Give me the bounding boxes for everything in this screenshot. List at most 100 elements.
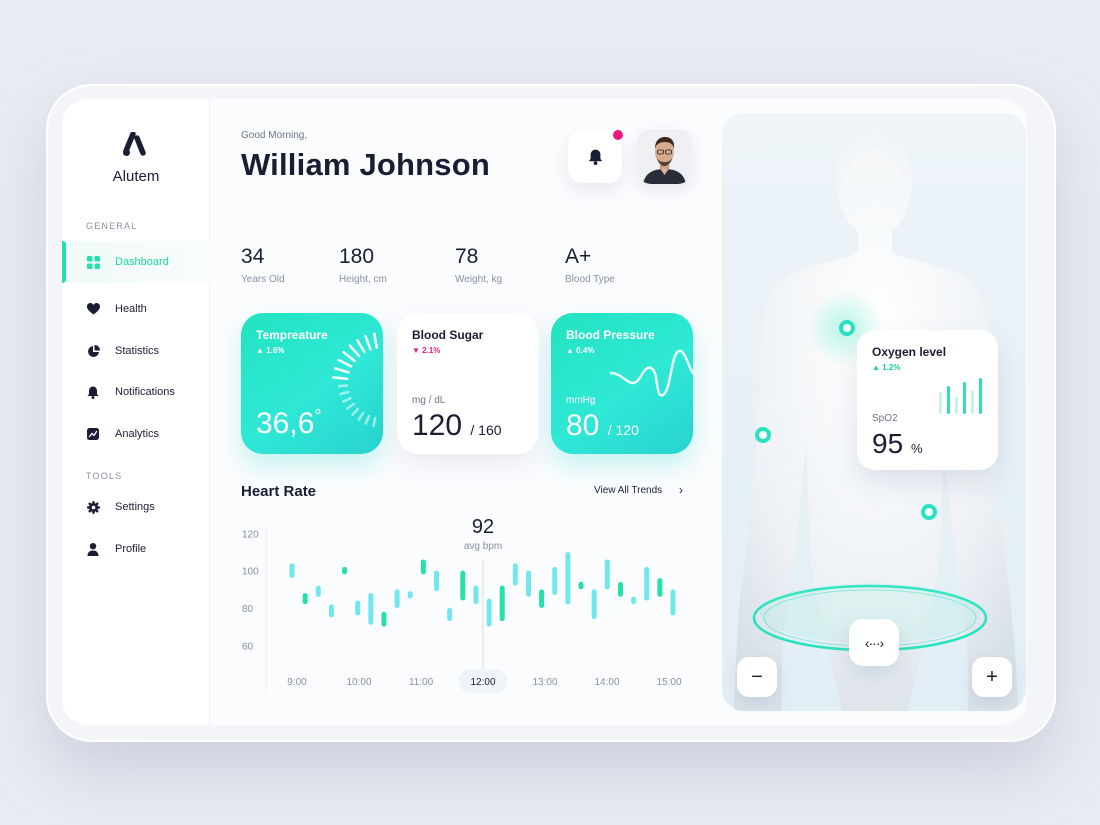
heart-rate-title: Heart Rate <box>241 483 317 500</box>
heart-rate-bar <box>525 570 531 597</box>
sidebar-item-label: Profile <box>115 543 147 555</box>
heart-rate-bar <box>578 581 584 590</box>
gauge-tick <box>372 416 377 428</box>
gauge-tick <box>342 350 356 363</box>
page-title: William Johnson <box>241 147 491 182</box>
card-delta: ▲ 1.2% <box>872 363 900 372</box>
degree-symbol: ° <box>314 406 322 426</box>
notification-dot <box>613 130 623 140</box>
sidebar-item-analytics[interactable]: Analytics <box>62 413 210 455</box>
card-title: Tempreature <box>256 328 328 342</box>
heart-rate-bar <box>368 593 374 625</box>
stat-value: 78 <box>455 245 479 268</box>
card-title: Blood Pressure <box>566 328 655 342</box>
sidebar-item-profile[interactable]: Profile <box>62 528 210 570</box>
view-all-trends-link[interactable]: View All Trends <box>594 485 663 496</box>
temperature-card[interactable]: Tempreature ▲ 1.6% 36,6° <box>241 313 383 454</box>
bell-icon <box>86 385 100 399</box>
pressure-wave <box>609 349 693 397</box>
down-arrow-icon: ▼ <box>412 346 420 355</box>
rotate-model-button[interactable]: ‹···› <box>849 619 899 666</box>
section-label-tools: TOOLS <box>86 471 123 481</box>
card-delta: ▼ 2.1% <box>412 346 440 355</box>
gauge-tick <box>341 396 352 403</box>
oxygen-level-card[interactable]: Oxygen level ▲ 1.2% SpO2 95 % <box>857 330 998 470</box>
temperature-value: 36,6 <box>256 407 315 440</box>
heart-rate-bar <box>315 585 321 597</box>
arm-marker[interactable] <box>755 427 771 443</box>
gauge-tick <box>339 390 350 396</box>
stat-weight: 78 Weight, kg <box>455 245 502 285</box>
heart-rate-bar <box>670 589 676 616</box>
gear-icon <box>86 500 100 514</box>
x-tick-label: 10:00 <box>346 677 371 688</box>
heart-rate-bar <box>434 570 440 592</box>
sidebar-item-dashboard[interactable]: Dashboard <box>62 241 210 283</box>
sidebar-item-label: Statistics <box>115 345 160 357</box>
gauge-tick <box>351 407 360 416</box>
stat-value: A+ <box>565 245 592 268</box>
gauge-tick <box>364 414 371 425</box>
notifications-button[interactable] <box>568 131 622 183</box>
stat-age: 34 Years Old <box>241 245 285 285</box>
stat-value: 34 <box>241 245 265 268</box>
y-tick-label: 100 <box>242 567 259 578</box>
delta-value: 0.4% <box>576 346 595 355</box>
heart-rate-bar <box>539 589 545 608</box>
chevron-right-icon[interactable]: › <box>679 483 683 497</box>
gauge-tick <box>373 332 378 349</box>
card-title: Blood Sugar <box>412 328 484 342</box>
x-tick-label: 15:00 <box>656 677 681 688</box>
heart-rate-bar <box>342 566 348 575</box>
heart-rate-bar <box>552 566 558 595</box>
blood-sugar-card[interactable]: Blood Sugar ▼ 2.1% mg / dL 120 / 160 <box>397 313 539 454</box>
x-tick-label: 13:00 <box>532 677 557 688</box>
avatar[interactable] <box>637 129 692 184</box>
temperature-gauge <box>332 332 378 428</box>
heart-rate-bar <box>473 585 479 605</box>
y-tick-label: 60 <box>242 641 254 652</box>
sidebar-item-label: Health <box>115 303 147 315</box>
heart-rate-bar <box>302 593 308 605</box>
gauge-tick <box>332 376 349 381</box>
heart-rate-bar <box>420 559 426 575</box>
sidebar-item-statistics[interactable]: Statistics <box>62 330 210 372</box>
chest-marker[interactable] <box>839 320 855 336</box>
heart-rate-bar <box>604 559 610 590</box>
heart-rate-bar <box>644 566 650 601</box>
gauge-tick <box>355 338 366 354</box>
zoom-in-button[interactable]: + <box>972 657 1012 697</box>
blood-pressure-max: / 120 <box>607 422 639 438</box>
delta-value: 1.2% <box>882 363 901 372</box>
card-value: 120 / 160 <box>412 409 502 443</box>
sidebar-item-label: Settings <box>115 501 155 513</box>
stat-label: Years Old <box>241 274 285 285</box>
heart-icon <box>86 302 100 316</box>
gauge-tick <box>337 384 349 388</box>
spo2-label: SpO2 <box>872 413 898 424</box>
blood-sugar-value: 120 <box>412 409 463 442</box>
heart-rate-bar <box>591 589 597 620</box>
oxygen-value: 95 <box>872 428 904 459</box>
heart-rate-bar <box>631 596 637 605</box>
brand-name: Alutem <box>112 168 160 185</box>
up-arrow-icon: ▲ <box>256 346 264 355</box>
minus-icon: − <box>751 665 763 688</box>
heart-rate-bar <box>355 600 361 616</box>
heart-rate-bar <box>289 563 295 579</box>
blood-sugar-max: / 160 <box>470 422 502 438</box>
blood-pressure-value: 80 <box>566 409 600 442</box>
gauge-tick <box>348 344 361 358</box>
blood-pressure-card[interactable]: Blood Pressure ▲ 0.4% mmHg 80 / 120 <box>551 313 693 454</box>
heart-rate-bar <box>617 581 623 597</box>
zoom-out-button[interactable]: − <box>737 657 777 697</box>
stat-height: 180 Height, cm <box>339 245 387 285</box>
sidebar-item-label: Dashboard <box>115 256 169 268</box>
sidebar-item-settings[interactable]: Settings <box>62 486 210 528</box>
heart-rate-bar <box>512 563 518 586</box>
card-value: 80 / 120 <box>566 409 639 443</box>
sidebar-item-health[interactable]: Health <box>62 288 210 330</box>
abdomen-marker[interactable] <box>921 504 937 520</box>
oxygen-unit: % <box>910 441 923 456</box>
sidebar-item-notifications[interactable]: Notifications <box>62 371 210 413</box>
